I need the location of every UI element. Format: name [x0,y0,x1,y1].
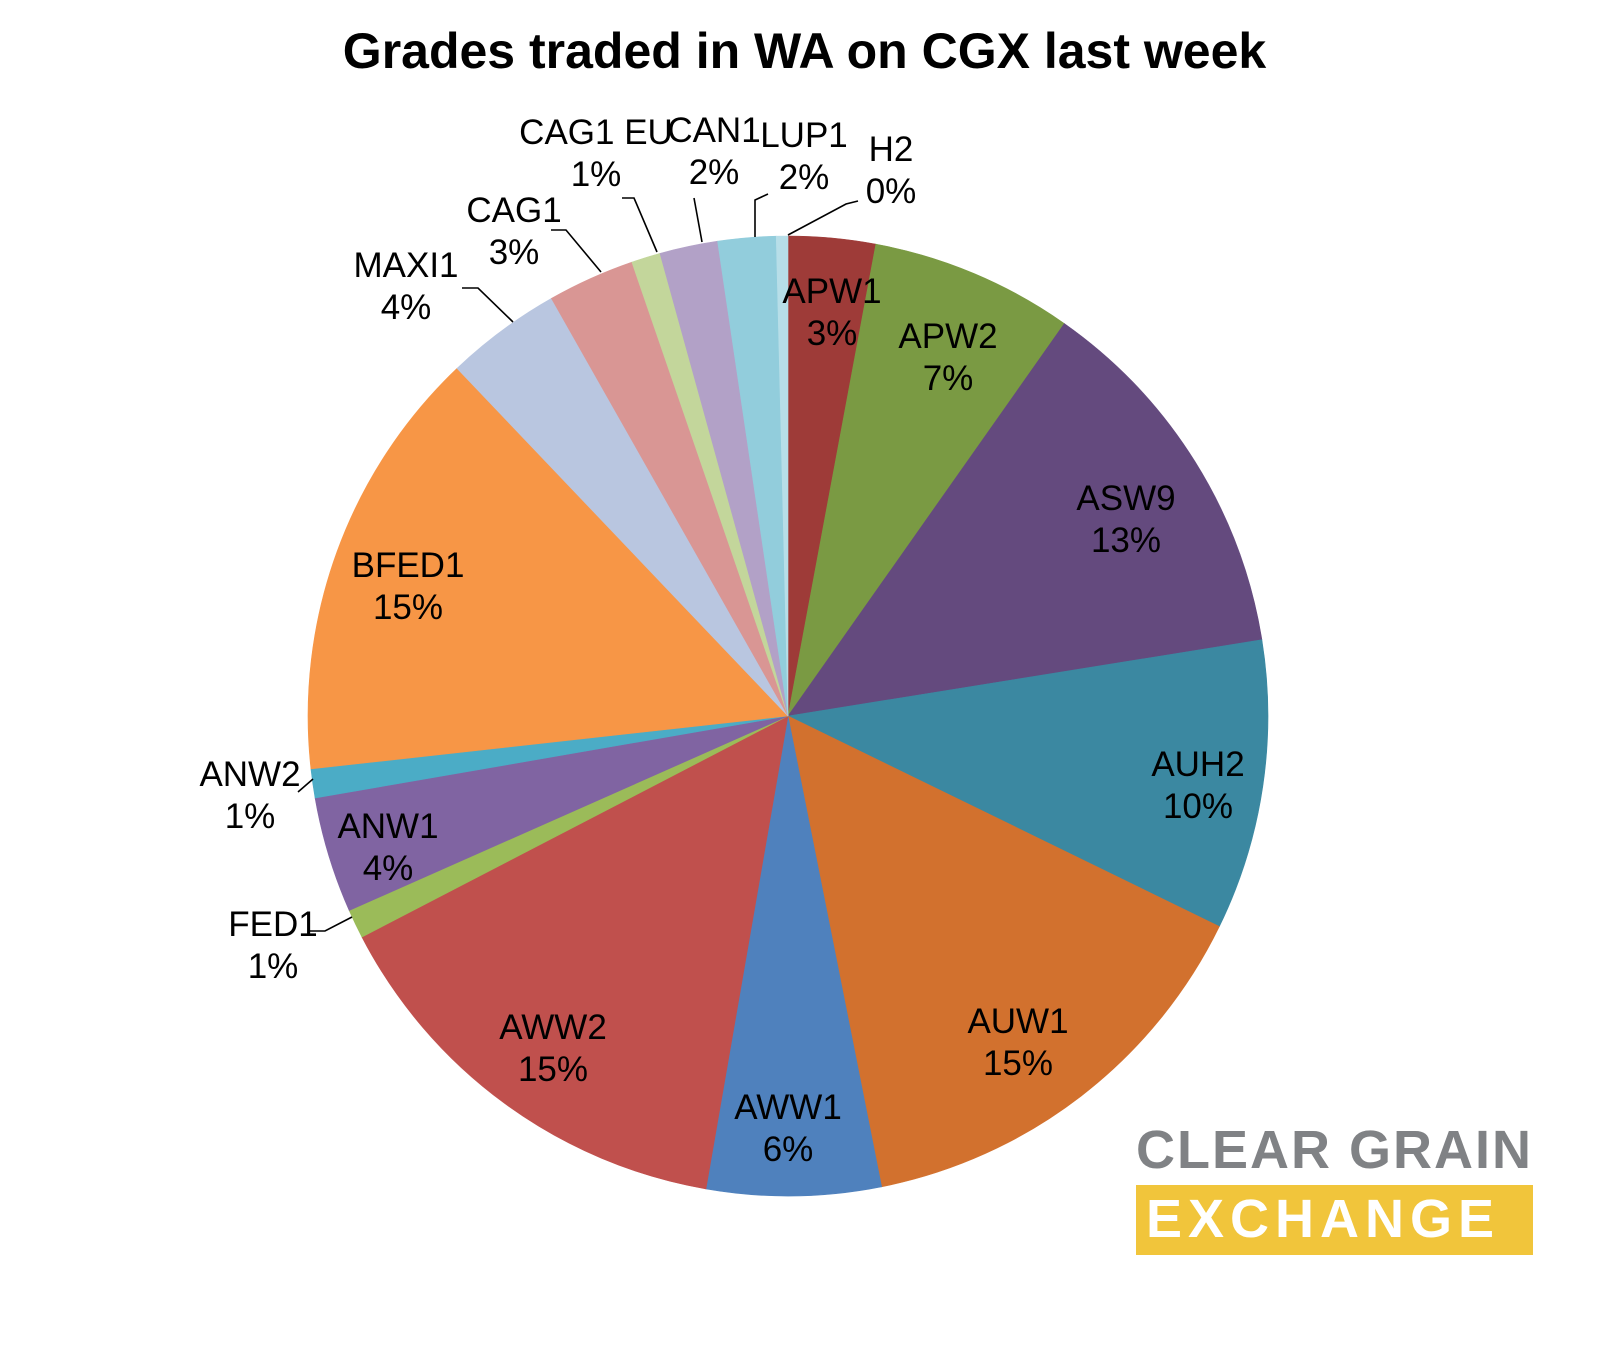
slice-label-anw2: ANW2 1% [199,755,300,836]
slice-label-can1: CAN1 2% [667,111,760,192]
pie-slice-aww1 [705,715,882,1197]
pie-slice-apw2 [787,243,1065,717]
logo-text-exchange: EXCHANGE [1146,1189,1501,1249]
pie-slice-auh2 [787,639,1269,927]
pie-slice-auw1 [787,715,1220,1188]
leader-line-lup1 [754,193,769,237]
slice-label-cag1-eu: CAG1 EU 1% [519,113,673,194]
leader-line-fed1 [310,916,353,932]
leader-line-cag1 [551,229,602,273]
slice-label-apw1: APW1 3% [782,272,881,353]
slice-label-fed1: FED1 1% [228,905,317,986]
slice-label-bfed1: BFED1 15% [352,546,465,627]
slice-label-auh2: AUH2 10% [1151,745,1244,826]
leader-line-maxi1 [462,287,514,323]
slice-label-maxi1: MAXI1 4% [353,246,458,327]
logo-text-clear-grain: CLEAR GRAIN [1136,1120,1533,1180]
slice-label-h2: H2 0% [866,130,917,211]
slice-label-anw1: ANW1 4% [337,807,438,888]
slice-label-apw2: APW2 7% [898,317,997,398]
chart-title: Grades traded in WA on CGX last week [342,23,1267,79]
slice-label-asw9: ASW9 13% [1076,479,1175,560]
slice-label-auw1: AUW1 15% [967,1002,1068,1083]
slice-label-lup1: LUP1 2% [760,116,848,197]
logo-gold-bar: EXCHANGE [1136,1185,1533,1255]
leader-line-cag1-eu [622,197,658,253]
pie-slice-h2 [775,235,789,717]
clear-grain-exchange-logo: CLEAR GRAIN EXCHANGE [1136,1123,1533,1255]
pie-slice-bfed1 [307,367,789,770]
leader-line-can1 [693,197,703,243]
leader-line-anw2 [297,778,314,793]
pie-slice-asw9 [787,323,1263,717]
slice-label-cag1: CAG1 3% [466,191,561,272]
slice-label-aww1: AWW1 6% [734,1088,842,1169]
leader-line-h2 [787,200,859,236]
pie-slice-aww2 [361,715,789,1190]
slice-label-aww2: AWW2 15% [499,1008,607,1089]
